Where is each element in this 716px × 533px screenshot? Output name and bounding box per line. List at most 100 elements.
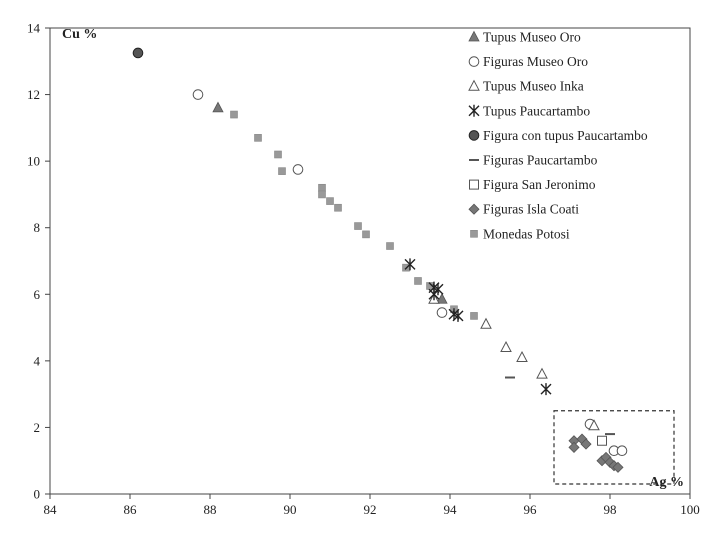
triangle-glyph xyxy=(588,419,600,431)
square-glyph xyxy=(334,203,342,212)
data-point xyxy=(500,340,512,353)
circle-glyph xyxy=(192,89,204,100)
x-tick-label: 84 xyxy=(44,502,58,517)
square-glyph xyxy=(469,179,479,190)
data-point xyxy=(536,367,548,379)
x-tick-label: 88 xyxy=(204,502,217,517)
data-point xyxy=(230,110,238,119)
legend-marker xyxy=(468,203,480,215)
asterisk-glyph xyxy=(468,104,480,117)
triangle-glyph xyxy=(212,101,224,113)
x-tick-label: 94 xyxy=(444,502,458,517)
data-point xyxy=(292,164,304,175)
data-point xyxy=(192,89,204,100)
triangle-glyph xyxy=(436,292,448,304)
data-point xyxy=(612,461,624,473)
square-glyph xyxy=(354,222,362,230)
data-point xyxy=(568,441,580,453)
x-tick-label: 90 xyxy=(284,502,297,517)
circle-glyph xyxy=(468,56,480,67)
square-glyph xyxy=(597,435,607,446)
y-tick-label: 2 xyxy=(34,420,41,435)
circle-glyph xyxy=(132,47,144,59)
square-glyph xyxy=(254,134,262,142)
legend-item: Figuras Isla Coati xyxy=(468,202,579,217)
square-glyph xyxy=(318,190,326,199)
asterisk-glyph xyxy=(428,288,440,301)
data-point xyxy=(414,277,422,285)
square-glyph xyxy=(414,277,422,285)
y-tick-label: 8 xyxy=(34,220,41,235)
data-point xyxy=(616,445,628,457)
legend-label: Figuras Paucartambo xyxy=(483,153,598,168)
data-point xyxy=(318,190,326,199)
legend-marker xyxy=(468,104,480,117)
legend-label: Figura San Jeronimo xyxy=(483,177,596,192)
legend-item: Figuras Museo Oro xyxy=(468,54,588,69)
data-point xyxy=(436,307,448,318)
data-point xyxy=(386,242,394,250)
data-point xyxy=(597,435,607,446)
square-glyph xyxy=(470,312,478,320)
data-point xyxy=(278,167,286,175)
legend-label: Tupus Museo Inka xyxy=(483,79,584,94)
square-glyph xyxy=(362,230,370,239)
y-axis-title: Cu % xyxy=(62,27,97,42)
y-tick-label: 6 xyxy=(34,287,41,302)
data-point xyxy=(452,309,464,322)
data-point xyxy=(480,317,492,329)
legend-marker xyxy=(469,179,479,190)
legend-item: Monedas Potosi xyxy=(470,226,570,241)
triangle-glyph xyxy=(536,367,548,379)
circle-glyph xyxy=(468,130,480,141)
triangle-glyph xyxy=(468,79,480,91)
y-tick-label: 4 xyxy=(34,353,41,368)
y-tick-label: 14 xyxy=(27,21,41,36)
data-point xyxy=(274,150,282,159)
asterisk-glyph xyxy=(452,309,464,322)
diamond-glyph xyxy=(612,461,624,473)
circle-glyph xyxy=(436,307,448,318)
y-tick-label: 10 xyxy=(27,154,40,169)
x-tick-label: 98 xyxy=(604,502,617,517)
circle-glyph xyxy=(292,164,304,175)
square-glyph xyxy=(386,242,394,250)
triangle-glyph xyxy=(516,350,528,363)
x-tick-label: 96 xyxy=(524,502,538,517)
legend-label: Monedas Potosi xyxy=(483,226,570,241)
diamond-glyph xyxy=(580,438,592,450)
highlight-box xyxy=(553,410,675,485)
y-tick-label: 12 xyxy=(27,87,40,102)
triangle-glyph xyxy=(480,317,492,329)
data-point xyxy=(362,230,370,239)
legend: Tupus Museo Oro Figuras Museo Oro Tupus Mu… xyxy=(468,30,648,241)
legend-marker xyxy=(468,79,480,91)
data-point xyxy=(254,134,262,142)
legend-marker xyxy=(468,56,480,67)
diamond-glyph xyxy=(468,203,480,215)
square-glyph xyxy=(318,183,326,192)
data-point xyxy=(326,197,334,205)
square-glyph xyxy=(278,167,286,175)
legend-item: Tupus Paucartambo xyxy=(468,103,590,118)
square-glyph xyxy=(470,230,478,238)
x-tick-label: 92 xyxy=(364,502,377,517)
asterisk-glyph xyxy=(404,258,416,271)
data-point xyxy=(132,47,144,59)
y-tick-label: 0 xyxy=(34,487,41,502)
legend-item: Tupus Museo Inka xyxy=(468,79,584,94)
square-glyph xyxy=(230,110,238,119)
legend-marker xyxy=(468,30,480,42)
square-glyph xyxy=(274,150,282,159)
data-marks xyxy=(132,47,628,473)
data-point xyxy=(334,203,342,212)
circle-glyph xyxy=(616,445,628,457)
data-point xyxy=(212,101,224,113)
data-point xyxy=(436,292,448,304)
axes: 84 86 88 90 92 94 96 98 100 0 2 4 6 8 10 12 14 Cu % Ag % xyxy=(27,21,700,518)
legend-item: Figura San Jeronimo xyxy=(469,177,596,192)
data-point xyxy=(540,383,552,396)
legend-label: Tupus Museo Oro xyxy=(483,30,581,45)
